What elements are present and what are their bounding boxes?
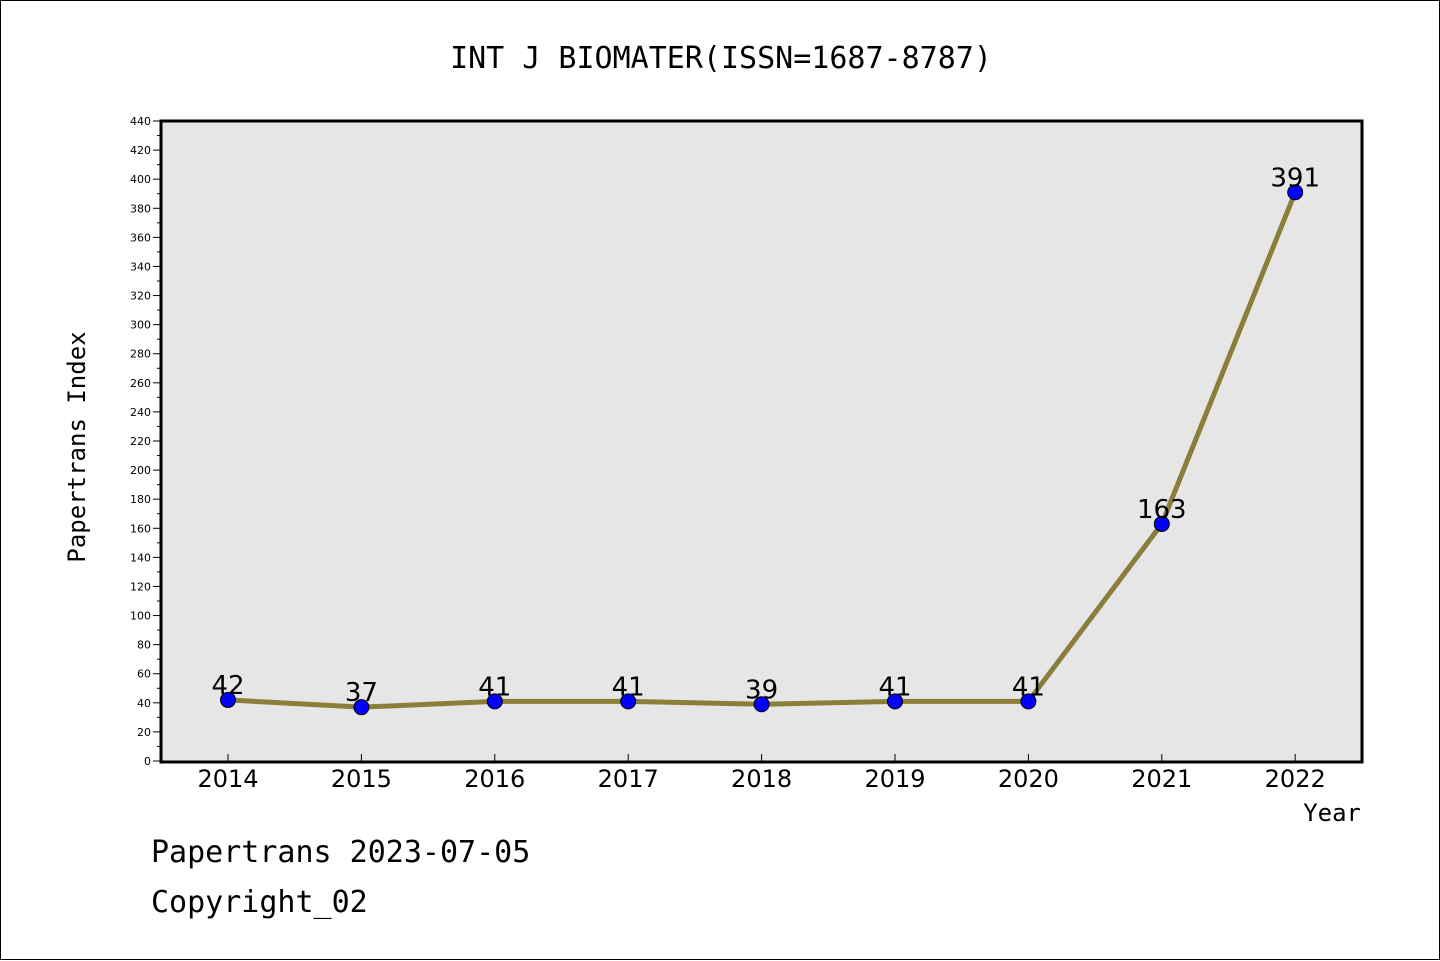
x-tick-label: 2021 <box>1131 765 1192 793</box>
x-tick-label: 2022 <box>1265 765 1326 793</box>
data-label: 41 <box>478 672 511 702</box>
y-tick-label: 140 <box>130 551 151 564</box>
y-tick-label: 220 <box>130 435 151 448</box>
y-tick-label: 160 <box>130 522 151 535</box>
y-tick-label: 260 <box>130 377 151 390</box>
series-layer: 42 37 41 41 39 41 41 163 391 <box>211 163 1320 716</box>
y-tick-label: 360 <box>130 231 151 244</box>
footer-copyright: Copyright_02 <box>151 885 368 920</box>
y-tick-label: 200 <box>130 464 151 477</box>
y-axis: 0 20 40 60 80 100 120 140 160 180 200 220 240 260 280 3… <box>130 115 161 768</box>
x-tick-label: 2014 <box>197 765 258 793</box>
data-label: 42 <box>211 671 244 701</box>
data-point <box>753 696 770 713</box>
x-tick-label: 2020 <box>998 765 1059 793</box>
y-tick-label: 280 <box>130 348 151 361</box>
data-point <box>1020 693 1037 710</box>
data-label: 41 <box>612 672 645 702</box>
y-tick-label: 180 <box>130 493 151 506</box>
x-axis-label: Year <box>1303 799 1361 827</box>
data-label: 41 <box>1012 672 1045 702</box>
y-tick-label: 40 <box>137 697 151 710</box>
footer-source-date: Papertrans 2023-07-05 <box>151 835 531 870</box>
y-tick-label: 100 <box>130 610 151 623</box>
data-label: 163 <box>1137 495 1187 525</box>
y-tick-label: 240 <box>130 406 151 419</box>
data-point <box>220 691 236 708</box>
y-tick-label: 420 <box>130 144 151 157</box>
plot-area <box>159 119 1364 764</box>
x-axis: 2014 2015 2016 2017 2018 2019 2020 2021 2022 <box>197 754 1326 793</box>
y-tick-label: 320 <box>130 290 151 303</box>
y-tick-label: 440 <box>130 115 151 128</box>
data-point <box>887 693 903 710</box>
data-label: 41 <box>878 672 911 702</box>
data-point <box>1287 184 1304 201</box>
chart-title: INT J BIOMATER(ISSN=1687-8787) <box>450 41 992 76</box>
y-tick-label: 20 <box>137 726 151 739</box>
data-label: 37 <box>345 678 378 708</box>
y-tick-label: 120 <box>130 580 151 593</box>
y-tick-label: 340 <box>130 260 151 273</box>
data-point <box>353 699 370 716</box>
y-tick-label: 60 <box>137 668 151 681</box>
data-point <box>620 693 637 710</box>
x-tick-label: 2017 <box>598 765 659 793</box>
data-point <box>486 693 503 710</box>
y-tick-label: 400 <box>130 173 151 186</box>
y-tick-label: 80 <box>137 639 151 652</box>
data-label: 391 <box>1270 163 1320 193</box>
x-tick-label: 2015 <box>331 765 392 793</box>
data-label: 39 <box>745 675 778 705</box>
data-point <box>1153 515 1170 532</box>
y-axis-label: Papertrans Index <box>63 331 91 562</box>
x-tick-label: 2018 <box>731 765 792 793</box>
y-tick-label: 380 <box>130 202 151 215</box>
y-tick-label: 0 <box>144 755 151 768</box>
x-tick-label: 2019 <box>864 765 925 793</box>
x-tick-label: 2016 <box>464 765 525 793</box>
y-tick-label: 300 <box>130 319 151 332</box>
